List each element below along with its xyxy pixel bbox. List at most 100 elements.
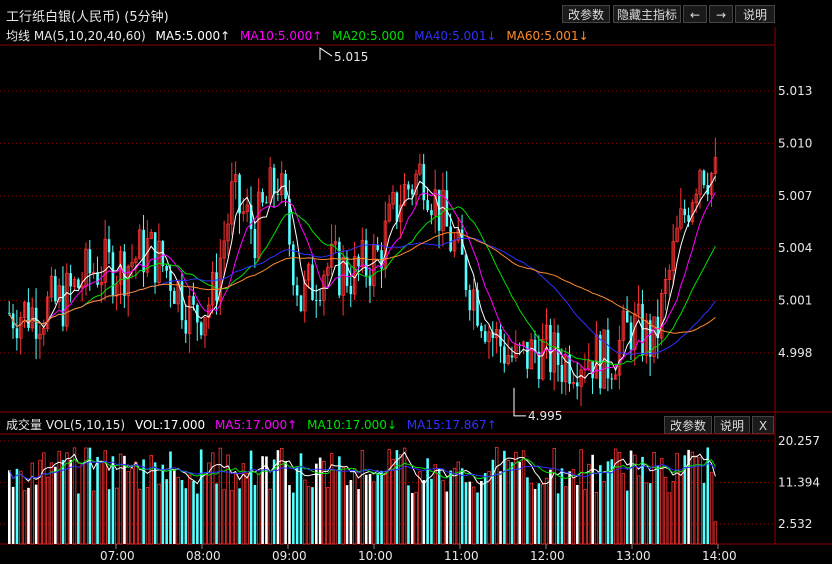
volume-bar-down	[437, 468, 441, 544]
volume-bar-down	[648, 483, 652, 544]
volume-bar-down	[15, 468, 19, 544]
candle-body-up	[529, 339, 533, 370]
hide-main-indicator-button[interactable]: 隐藏主指标	[613, 5, 681, 23]
volume-bar-up	[306, 486, 311, 545]
volume-bar-up	[99, 462, 104, 545]
candle-body-up	[134, 258, 138, 263]
candle-body-up	[414, 173, 418, 195]
candle-body-up	[245, 204, 249, 213]
candle-body-up	[45, 296, 50, 329]
candle-body-up	[675, 227, 679, 243]
volume-bar-down	[88, 447, 92, 544]
candle-body-down	[238, 174, 241, 214]
prev-arrow-button[interactable]: ←	[683, 5, 707, 23]
volume-bar-down	[364, 474, 368, 544]
candle-body-up	[644, 319, 649, 356]
candle-body-up	[157, 240, 161, 283]
candle-body-up	[130, 262, 134, 267]
volume-bar-down	[299, 453, 303, 544]
volume-bar-up	[391, 458, 395, 545]
candle-body-down	[368, 275, 372, 286]
time-tick-label: 07:00	[100, 549, 135, 563]
volume-bar-up	[663, 477, 668, 545]
volume-bar-up	[49, 462, 54, 545]
candle-body-down	[288, 198, 291, 245]
candle-body-down	[161, 241, 165, 267]
candle-body-down	[476, 289, 479, 326]
next-arrow-button[interactable]: →	[709, 5, 733, 23]
candle-body-down	[464, 254, 468, 290]
candle-body-down	[272, 167, 276, 194]
candle-body-up	[222, 240, 226, 259]
volume-bar-down	[165, 479, 168, 544]
vol-ma5-value: MA5:17.000↑	[214, 418, 298, 432]
candle-body-up	[138, 229, 142, 260]
volume-bar-up	[84, 447, 88, 545]
candle-body-down	[54, 276, 57, 302]
high-marker-line	[319, 47, 333, 61]
volume-bar-down	[315, 463, 318, 544]
volume-bar-up	[571, 469, 576, 545]
candle-body-up	[387, 203, 391, 222]
volume-bar-up	[203, 474, 207, 545]
candle-body-down	[192, 296, 195, 305]
volume-bar-up	[690, 451, 695, 545]
volume-bar-down	[111, 456, 115, 544]
volume-bar-down	[556, 493, 560, 544]
candle-body-up	[617, 339, 622, 376]
volume-bar-up	[145, 487, 150, 545]
volume-bar-up	[675, 452, 679, 545]
volume-legend-label: 成交量 VOL(5,10,15)	[6, 418, 126, 432]
candle-body-down	[560, 364, 564, 382]
help-button[interactable]: 说明	[735, 5, 775, 23]
candle-body-up	[211, 271, 215, 306]
candle-body-down	[445, 190, 449, 227]
candle-body-down	[510, 355, 514, 358]
volume-bar-down	[349, 480, 353, 544]
volume-bar-down	[449, 470, 452, 544]
volume-bar-up	[38, 459, 42, 545]
volume-bar-up	[226, 454, 230, 545]
volume-bar-down	[295, 466, 299, 544]
candle-body-down	[215, 272, 218, 301]
volume-bar-down	[687, 449, 690, 544]
volume-bar-down	[318, 457, 322, 544]
volume-bar-up	[329, 453, 334, 545]
candle-body-down	[526, 341, 529, 369]
volume-bar-down	[510, 462, 514, 544]
candle-body-up	[652, 316, 656, 358]
volume-bar-up	[644, 482, 649, 545]
candle-body-up	[280, 173, 284, 196]
volume-bar-up	[637, 475, 641, 545]
candle-body-up	[126, 265, 130, 297]
volume-bar-down	[96, 456, 99, 544]
volume-bar-up	[115, 487, 119, 545]
volume-tick-label: 20.257	[778, 434, 820, 448]
volume-bar-up	[245, 473, 249, 545]
candle-body-up	[341, 257, 345, 296]
candle-body-down	[568, 354, 571, 384]
volume-bar-down	[410, 492, 414, 544]
change-params-button[interactable]: 改参数	[562, 5, 610, 23]
candle-body-up	[84, 248, 88, 287]
volume-bar-down	[430, 478, 433, 544]
volume-bar-up	[633, 454, 637, 545]
candle-body-down	[410, 189, 414, 195]
candle-body-down	[311, 264, 314, 301]
volume-bar-up	[613, 448, 618, 545]
volume-bar-down	[215, 483, 218, 544]
candle-body-up	[541, 338, 545, 380]
candle-body-up	[571, 382, 576, 385]
candle-body-down	[683, 208, 687, 216]
volume-bar-up	[65, 452, 69, 545]
candle-body-down	[549, 325, 552, 373]
volume-bar-down	[606, 461, 610, 544]
candle-body-up	[145, 237, 150, 273]
volume-bar-up	[149, 455, 153, 545]
candle-body-down	[173, 290, 176, 304]
candle-body-up	[713, 157, 718, 174]
volume-bar-up	[414, 492, 418, 545]
candle-body-up	[671, 241, 675, 272]
volume-legend: 成交量 VOL(5,10,15) VOL:17.000 MA5:17.000↑ …	[6, 416, 503, 433]
